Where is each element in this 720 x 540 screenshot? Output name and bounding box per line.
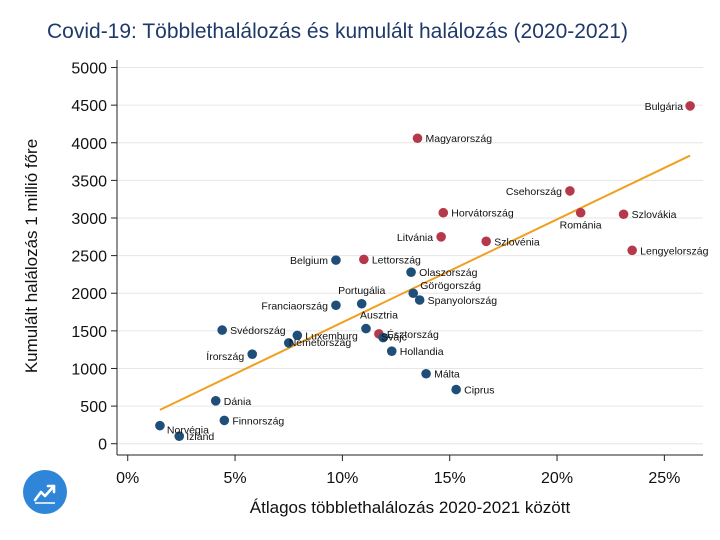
x-tick-label: 25% xyxy=(648,470,680,487)
y-tick-label: 5000 xyxy=(71,61,107,78)
chart-title: Covid-19: Többlethalálozás és kumulált h… xyxy=(47,20,628,43)
data-point xyxy=(414,295,425,305)
y-tick-label: 500 xyxy=(80,399,107,416)
data-point xyxy=(217,325,227,335)
trend-line xyxy=(159,154,691,411)
point-label: Hollandia xyxy=(400,346,444,358)
data-point xyxy=(247,349,258,359)
point-label: Magyarország xyxy=(426,133,493,145)
data-point xyxy=(356,298,367,309)
data-point xyxy=(481,236,492,247)
point-label: Olaszország xyxy=(419,267,478,279)
data-point xyxy=(359,254,369,265)
x-tick-label: 5% xyxy=(223,470,246,487)
data-point xyxy=(565,186,575,196)
y-tick-label: 3000 xyxy=(71,211,107,228)
data-point xyxy=(685,101,695,111)
point-label: Svájc xyxy=(381,332,407,344)
trend-chart-icon xyxy=(23,470,67,514)
y-tick-label: 1000 xyxy=(71,361,107,378)
data-point xyxy=(575,207,586,218)
data-point xyxy=(378,332,388,343)
data-point xyxy=(174,431,185,441)
point-label: Franciaország xyxy=(261,300,328,312)
y-axis-ticks: 0 500 1000 1500 2000 2500 3000 3500 4000 4500 5000 xyxy=(71,61,117,454)
point-label: Szlovákia xyxy=(632,209,677,221)
point-label: Németország xyxy=(289,337,352,349)
data-point xyxy=(627,245,637,256)
x-tick-label: 20% xyxy=(541,470,573,487)
y-axis-title: Kumulált halálozás 1 millió főre xyxy=(22,139,41,373)
point-labels: Bulgária Magyarország Csehország Horvátorsz… xyxy=(167,101,709,443)
x-tick-label: 0% xyxy=(116,470,139,487)
data-point xyxy=(292,330,303,341)
y-tick-label: 1500 xyxy=(71,324,107,341)
axes xyxy=(116,60,703,456)
point-label: Ausztria xyxy=(360,310,398,322)
data-point xyxy=(421,368,431,379)
point-label: Portugália xyxy=(338,285,385,297)
point-label: Csehország xyxy=(506,186,562,198)
point-label: Horvátország xyxy=(451,208,514,220)
data-points xyxy=(155,101,695,441)
point-label: Finnország xyxy=(232,415,284,427)
y-tick-label: 4500 xyxy=(71,98,107,115)
data-point xyxy=(331,300,341,311)
y-tick-label: 4000 xyxy=(71,136,107,153)
point-label: Észtország xyxy=(387,328,439,341)
point-label: Írország xyxy=(206,350,244,363)
x-axis-ticks: 0% 5% 10% 15% 20% 25% xyxy=(116,455,680,487)
x-axis-title: Átlagos többlethalálozás 2020-2021 közöt… xyxy=(250,498,571,517)
point-label: Ciprus xyxy=(464,385,494,397)
data-point xyxy=(331,255,341,265)
data-point xyxy=(412,133,423,144)
data-point xyxy=(210,396,221,406)
point-label: Belgium xyxy=(290,255,328,267)
y-tick-label: 0 xyxy=(98,437,107,454)
point-label: Luxemburg xyxy=(305,330,358,342)
data-point xyxy=(451,384,461,395)
data-point xyxy=(219,415,230,426)
point-label: Litvánia xyxy=(397,232,433,244)
point-label: Spanyolország xyxy=(428,295,498,307)
y-tick-label: 3500 xyxy=(71,173,107,190)
data-point xyxy=(438,207,449,218)
point-label: Románia xyxy=(560,220,602,232)
point-label: Málta xyxy=(434,369,460,381)
trend-line-group xyxy=(159,154,691,411)
point-label: Dánia xyxy=(224,396,252,408)
x-tick-label: 10% xyxy=(326,470,358,487)
y-tick-label: 2500 xyxy=(71,249,107,266)
x-tick-label: 15% xyxy=(434,470,466,487)
point-label: Lettország xyxy=(372,254,421,266)
data-point xyxy=(361,323,371,334)
data-point xyxy=(408,288,419,299)
data-point xyxy=(386,346,397,356)
data-point xyxy=(406,267,416,277)
y-tick-label: 2000 xyxy=(71,286,107,303)
point-label: Svédország xyxy=(230,325,286,337)
point-label: Szlovénia xyxy=(494,236,540,248)
data-point xyxy=(155,420,165,431)
data-point xyxy=(436,232,446,242)
point-label: Izland xyxy=(186,431,214,443)
data-point xyxy=(283,338,294,348)
point-label: Lengyelország xyxy=(640,245,708,257)
point-label: Görögország xyxy=(420,280,481,292)
data-point xyxy=(618,209,629,220)
point-label: Norvégia xyxy=(167,425,209,437)
point-label: Bulgária xyxy=(645,101,684,113)
